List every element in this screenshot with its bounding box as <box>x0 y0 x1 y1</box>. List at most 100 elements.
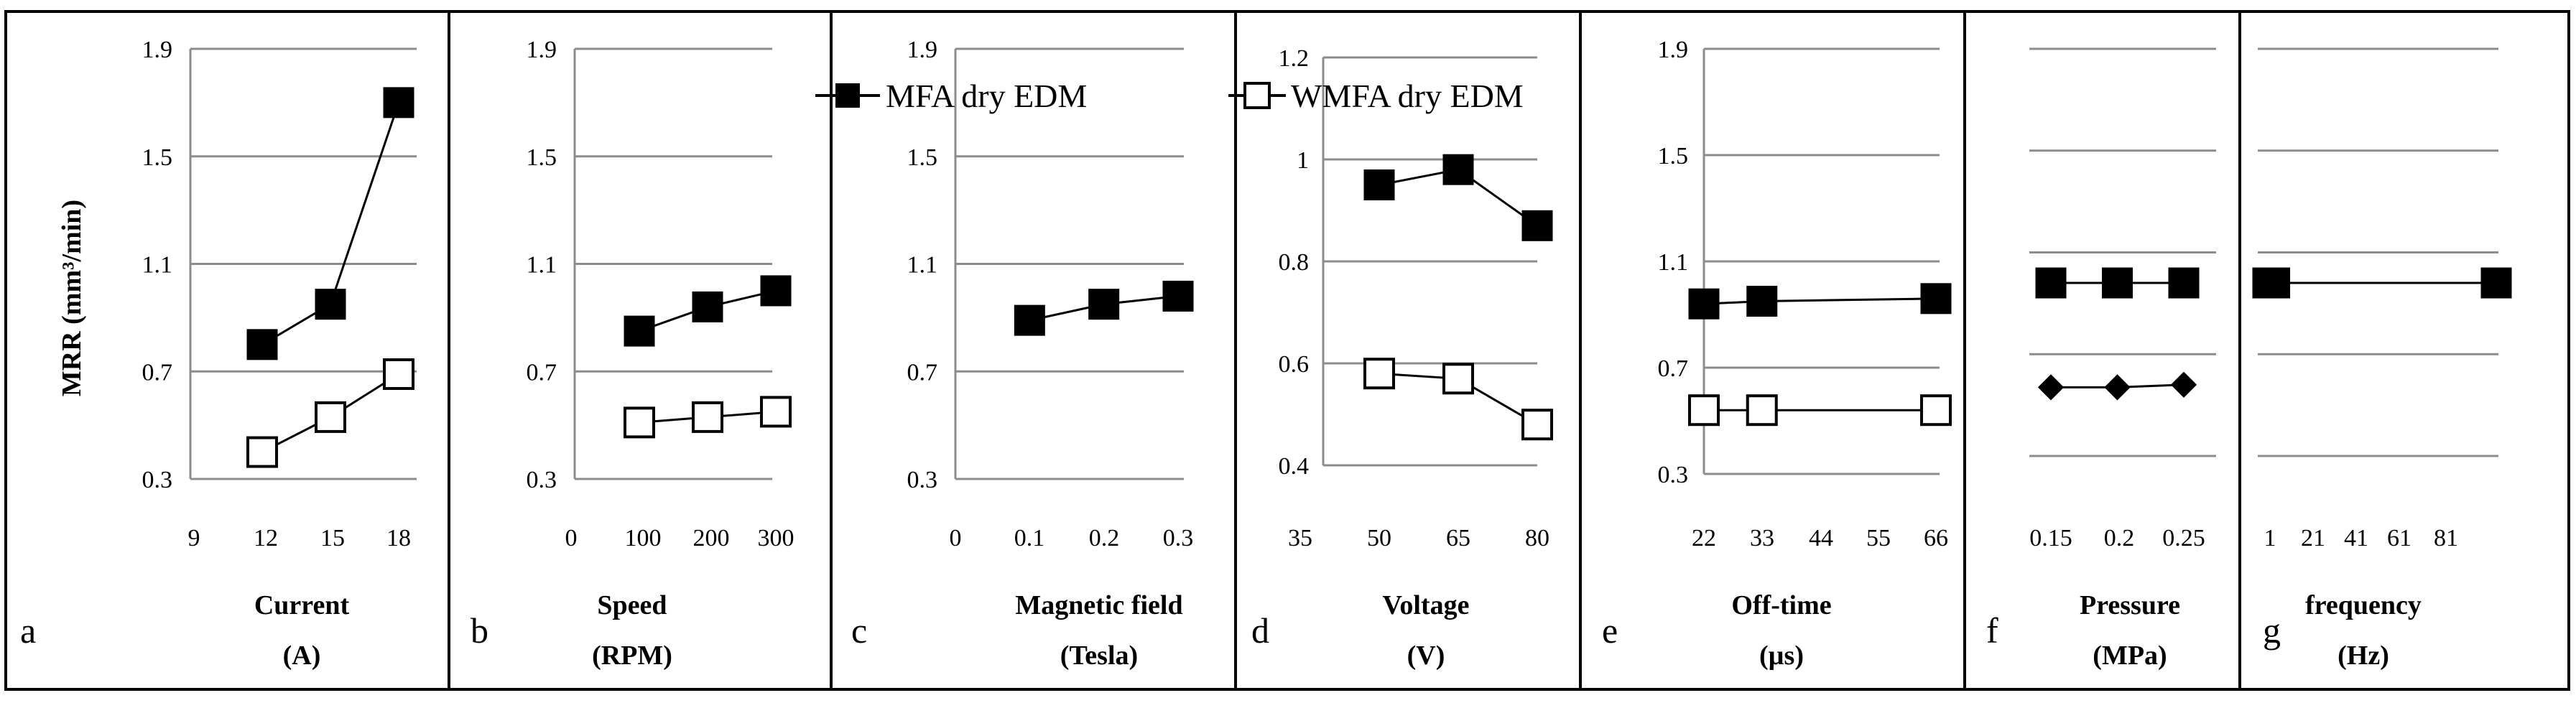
data-point <box>760 275 792 307</box>
data-point <box>1688 288 1720 320</box>
y-tick-label: 0.7 <box>527 359 557 386</box>
x-tick-label: 81 <box>2434 525 2458 551</box>
y-tick-label: 1.1 <box>527 252 557 279</box>
data-point <box>383 358 414 390</box>
panel-letter: c <box>851 610 867 651</box>
data-point <box>2168 267 2200 299</box>
data-point <box>1920 283 1952 315</box>
panel-b: 0.3 0.7 1.1 1.5 1.9 0 100 200 300 b Speed (RPM) <box>471 37 794 671</box>
panels: 0.3 0.7 1.1 1.5 1.9 9 12 15 18 a Current (A) 0.3 0.7 1… <box>20 37 2512 671</box>
x-tick-label: 55 <box>1866 525 1891 551</box>
legend-label-mfa: MFA dry EDM <box>886 78 1087 114</box>
data-point <box>624 315 655 347</box>
x-tick-label: 22 <box>1692 525 1716 551</box>
x-tick-label: 12 <box>254 525 278 551</box>
data-point <box>692 401 723 433</box>
data-point <box>2102 267 2133 299</box>
x-axis-label: Off-time <box>1731 590 1831 620</box>
y-tick-label: 0.3 <box>1658 462 1689 488</box>
y-tick-label: 0.6 <box>1279 351 1310 378</box>
data-point <box>760 396 792 428</box>
x-axis-unit: (MPa) <box>2093 641 2167 671</box>
x-tick-label: 41 <box>2344 525 2368 551</box>
x-axis-label: Speed <box>597 590 667 620</box>
x-tick-label: 0.1 <box>1014 525 1045 551</box>
x-axis-label: Voltage <box>1382 590 1469 620</box>
x-tick-label: 200 <box>693 525 730 551</box>
y-tick-label: 1.9 <box>1658 37 1689 63</box>
x-tick-label: 61 <box>2387 525 2411 551</box>
panel-d: 0.4 0.6 0.8 1 1.2 35 50 65 80 d Voltage (V) <box>1251 45 1553 671</box>
y-axis-label: MRR (mm³/min) <box>57 200 87 396</box>
panel-e: 0.3 0.7 1.1 1.5 1.9 22 33 44 55 66 e Off-time (µs) <box>1602 37 1952 671</box>
data-point <box>1746 286 1778 317</box>
x-tick-label: 35 <box>1288 525 1312 551</box>
x-tick-label: 18 <box>386 525 411 551</box>
x-axis-unit: (RPM) <box>592 641 672 671</box>
data-point <box>624 406 655 439</box>
x-tick-label: 0.2 <box>1089 525 1120 551</box>
y-tick-label: 0.7 <box>907 359 938 386</box>
panel-letter: b <box>471 610 488 651</box>
x-axis-unit: (Hz) <box>2338 641 2389 671</box>
data-point <box>2037 374 2065 401</box>
x-axis-unit: (Tesla) <box>1060 641 1138 671</box>
x-axis-label: Pressure <box>2080 590 2180 620</box>
x-tick-label: 100 <box>625 525 662 551</box>
x-axis-unit: (µs) <box>1759 641 1804 671</box>
x-tick-label: 65 <box>1446 525 1470 551</box>
x-tick-label: 0 <box>565 525 578 551</box>
y-tick-label: 1.9 <box>907 37 938 63</box>
data-point <box>315 289 346 320</box>
y-tick-label: 0.8 <box>1279 249 1310 276</box>
y-tick-label: 1.5 <box>142 144 173 171</box>
panel-letter: e <box>1602 610 1618 651</box>
x-tick-label: 0.25 <box>2162 525 2205 551</box>
data-point <box>1363 358 1395 390</box>
x-tick-label: 80 <box>1525 525 1549 551</box>
legend-label-wmfa: WMFA dry EDM <box>1291 78 1524 114</box>
data-point <box>692 291 723 322</box>
y-tick-label: 1.5 <box>527 144 557 171</box>
y-tick-label: 0.3 <box>142 467 173 493</box>
data-point <box>246 436 278 468</box>
y-tick-label: 0.7 <box>142 359 173 386</box>
data-point <box>1442 154 1474 185</box>
legend-marker-wmfa <box>1243 82 1271 109</box>
data-point <box>1746 394 1778 427</box>
y-tick-label: 1 <box>1297 147 1309 174</box>
data-point <box>1920 394 1952 427</box>
figure-frame <box>4 10 2570 691</box>
data-point <box>2170 371 2197 398</box>
data-point <box>2259 267 2291 299</box>
x-tick-label: 1 <box>2264 525 2276 551</box>
x-axis-label: Magnetic field <box>1015 590 1182 620</box>
panel-c: 0.3 0.7 1.1 1.5 1.9 0 0.1 0.2 0.3 c Magnetic field… <box>851 37 1194 671</box>
x-axis-label: frequency <box>2305 590 2422 620</box>
data-point <box>2480 267 2512 299</box>
x-tick-label: 0.2 <box>2104 525 2135 551</box>
y-tick-label: 1.2 <box>1279 45 1310 72</box>
x-axis-unit: (A) <box>283 641 321 671</box>
panel-f: 0.15 0.2 0.25 f Pressure (MPa) <box>1986 47 2216 671</box>
x-tick-label: 66 <box>1924 525 1948 551</box>
data-point <box>1442 363 1474 395</box>
x-axis-label: Current <box>254 590 350 620</box>
data-point <box>1088 289 1120 320</box>
legend: MFA dry EDM WMFA dry EDM <box>815 78 1524 114</box>
data-point <box>246 329 278 360</box>
x-tick-label: 0.15 <box>2029 525 2072 551</box>
data-point <box>1363 169 1395 200</box>
panel-letter: f <box>1986 610 1998 651</box>
x-tick-label: 9 <box>188 525 200 551</box>
x-tick-label: 44 <box>1809 525 1833 551</box>
y-tick-label: 1.5 <box>1658 143 1689 169</box>
data-point <box>315 401 346 433</box>
panel-separators <box>448 11 2241 689</box>
data-point <box>1688 394 1720 427</box>
x-tick-label: 0.3 <box>1163 525 1194 551</box>
x-tick-label: 300 <box>758 525 794 551</box>
panel-g: 1 21 41 61 81 g frequency (Hz) <box>2252 47 2512 671</box>
panel-a: 0.3 0.7 1.1 1.5 1.9 9 12 15 18 a Current (A) <box>20 37 417 671</box>
y-tick-label: 1.1 <box>142 252 173 279</box>
